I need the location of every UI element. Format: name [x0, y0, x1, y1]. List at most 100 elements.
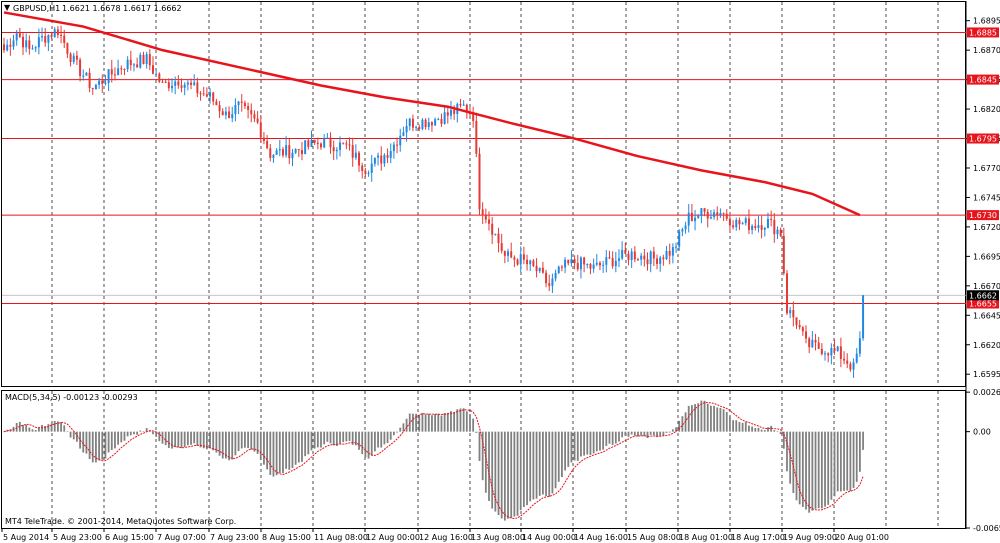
- macd-bar: [548, 431, 551, 497]
- macd-bar: [37, 427, 40, 432]
- x-tick-label: 7 Aug 07:00: [157, 533, 206, 542]
- candle-body: [12, 40, 15, 47]
- macd-bar: [665, 431, 668, 433]
- macd-bar: [424, 414, 427, 432]
- candle-body: [792, 310, 795, 318]
- y-tick-label: 1.6620: [973, 341, 1000, 350]
- macd-bar: [817, 431, 820, 509]
- macd-bar: [177, 431, 180, 448]
- macd-bar: [209, 431, 211, 449]
- macd-bar: [383, 431, 386, 445]
- macd-bar: [193, 431, 196, 444]
- candle-body: [281, 149, 284, 156]
- macd-bar: [212, 431, 215, 451]
- macd-bar: [605, 431, 608, 446]
- candle-body: [79, 59, 82, 76]
- y-tick-label: 1.6645: [973, 311, 1000, 320]
- macd-bar: [123, 431, 126, 441]
- macd-bar: [475, 431, 478, 433]
- macd-bar: [231, 431, 234, 460]
- candle-body: [510, 251, 513, 258]
- candle-body: [402, 132, 405, 136]
- candle-body: [833, 347, 836, 351]
- candle-body: [643, 255, 646, 260]
- macd-bar: [228, 431, 230, 461]
- candle-body: [484, 215, 487, 220]
- candle-body: [107, 69, 110, 84]
- candle-body: [719, 212, 722, 216]
- candle-body: [174, 81, 177, 86]
- macd-bar: [139, 430, 142, 432]
- candle-body: [465, 104, 468, 113]
- candle-body: [519, 254, 522, 265]
- macd-bar: [757, 427, 760, 432]
- candle-body: [488, 219, 491, 224]
- macd-bar: [354, 431, 357, 446]
- x-tick-label: 6 Aug 15:00: [105, 533, 154, 542]
- macd-y-tick-label: 0.00269: [973, 388, 1000, 397]
- candle-body: [256, 118, 259, 123]
- candle-body: [513, 257, 516, 260]
- macd-bar: [199, 431, 202, 448]
- macd-bar: [681, 416, 684, 432]
- macd-bar: [491, 431, 494, 509]
- macd-bar: [91, 431, 94, 463]
- macd-bar: [522, 431, 525, 508]
- candle-body: [789, 310, 792, 314]
- macd-bar: [285, 431, 288, 469]
- candle-body: [218, 105, 221, 112]
- candle-body: [725, 213, 728, 219]
- candle-body: [164, 81, 167, 83]
- candle-body: [475, 120, 478, 154]
- x-tick-label: 5 Aug 23:00: [53, 533, 102, 542]
- candle-body: [617, 258, 620, 261]
- macd-bar: [104, 431, 107, 459]
- candle-body: [262, 137, 265, 142]
- candle-body: [377, 155, 380, 158]
- candle-body: [339, 142, 342, 150]
- level-price-label: 1.6655: [969, 300, 997, 309]
- price-axis[interactable]: 1.6895 1.6870 1.6845 1.6820 1.6795 1.6770 1.67…: [966, 17, 1000, 380]
- candle-body: [763, 227, 766, 230]
- candle-body: [554, 272, 557, 279]
- candle-body: [785, 273, 788, 314]
- moving-average-line[interactable]: [3, 11, 861, 217]
- macd-bar: [186, 431, 189, 446]
- candle-body: [313, 139, 316, 143]
- macd-bar: [152, 431, 154, 435]
- macd-bar: [107, 431, 110, 453]
- candle-body: [85, 72, 88, 76]
- x-tick-label: 5 Aug 2014: [3, 533, 49, 542]
- macd-bar: [859, 431, 861, 472]
- chart-menu-arrow-icon[interactable]: ▼: [4, 3, 11, 12]
- horizontal-levels[interactable]: [2, 31, 966, 305]
- candle-body: [291, 152, 294, 159]
- candle-body: [678, 231, 681, 247]
- macd-bar: [69, 431, 72, 438]
- candle-body: [183, 84, 186, 88]
- candle-body: [583, 257, 586, 265]
- candle-body: [250, 109, 253, 115]
- candle-body: [560, 266, 563, 268]
- candle-body: [595, 262, 598, 265]
- candle-body: [66, 43, 69, 54]
- candle-body: [779, 229, 782, 236]
- candle-body: [567, 259, 570, 264]
- candle-body: [151, 65, 154, 74]
- macd-bar: [396, 431, 398, 433]
- candle-body: [120, 68, 123, 70]
- macd-bar: [110, 431, 113, 451]
- macd-bar: [576, 431, 579, 461]
- copyright-text: MT4 TeleTrade. © 2001-2014, MetaQuotes S…: [5, 517, 236, 526]
- macd-bar: [373, 431, 376, 452]
- macd-bar: [633, 431, 636, 436]
- candle-body: [132, 64, 135, 66]
- macd-bar: [599, 431, 601, 451]
- candle-body: [481, 209, 484, 216]
- macd-bar: [294, 431, 297, 465]
- macd-bar: [811, 431, 814, 511]
- level-price-label: 1.6885: [969, 28, 997, 37]
- candle-body: [478, 153, 481, 210]
- macd-bar: [247, 431, 249, 449]
